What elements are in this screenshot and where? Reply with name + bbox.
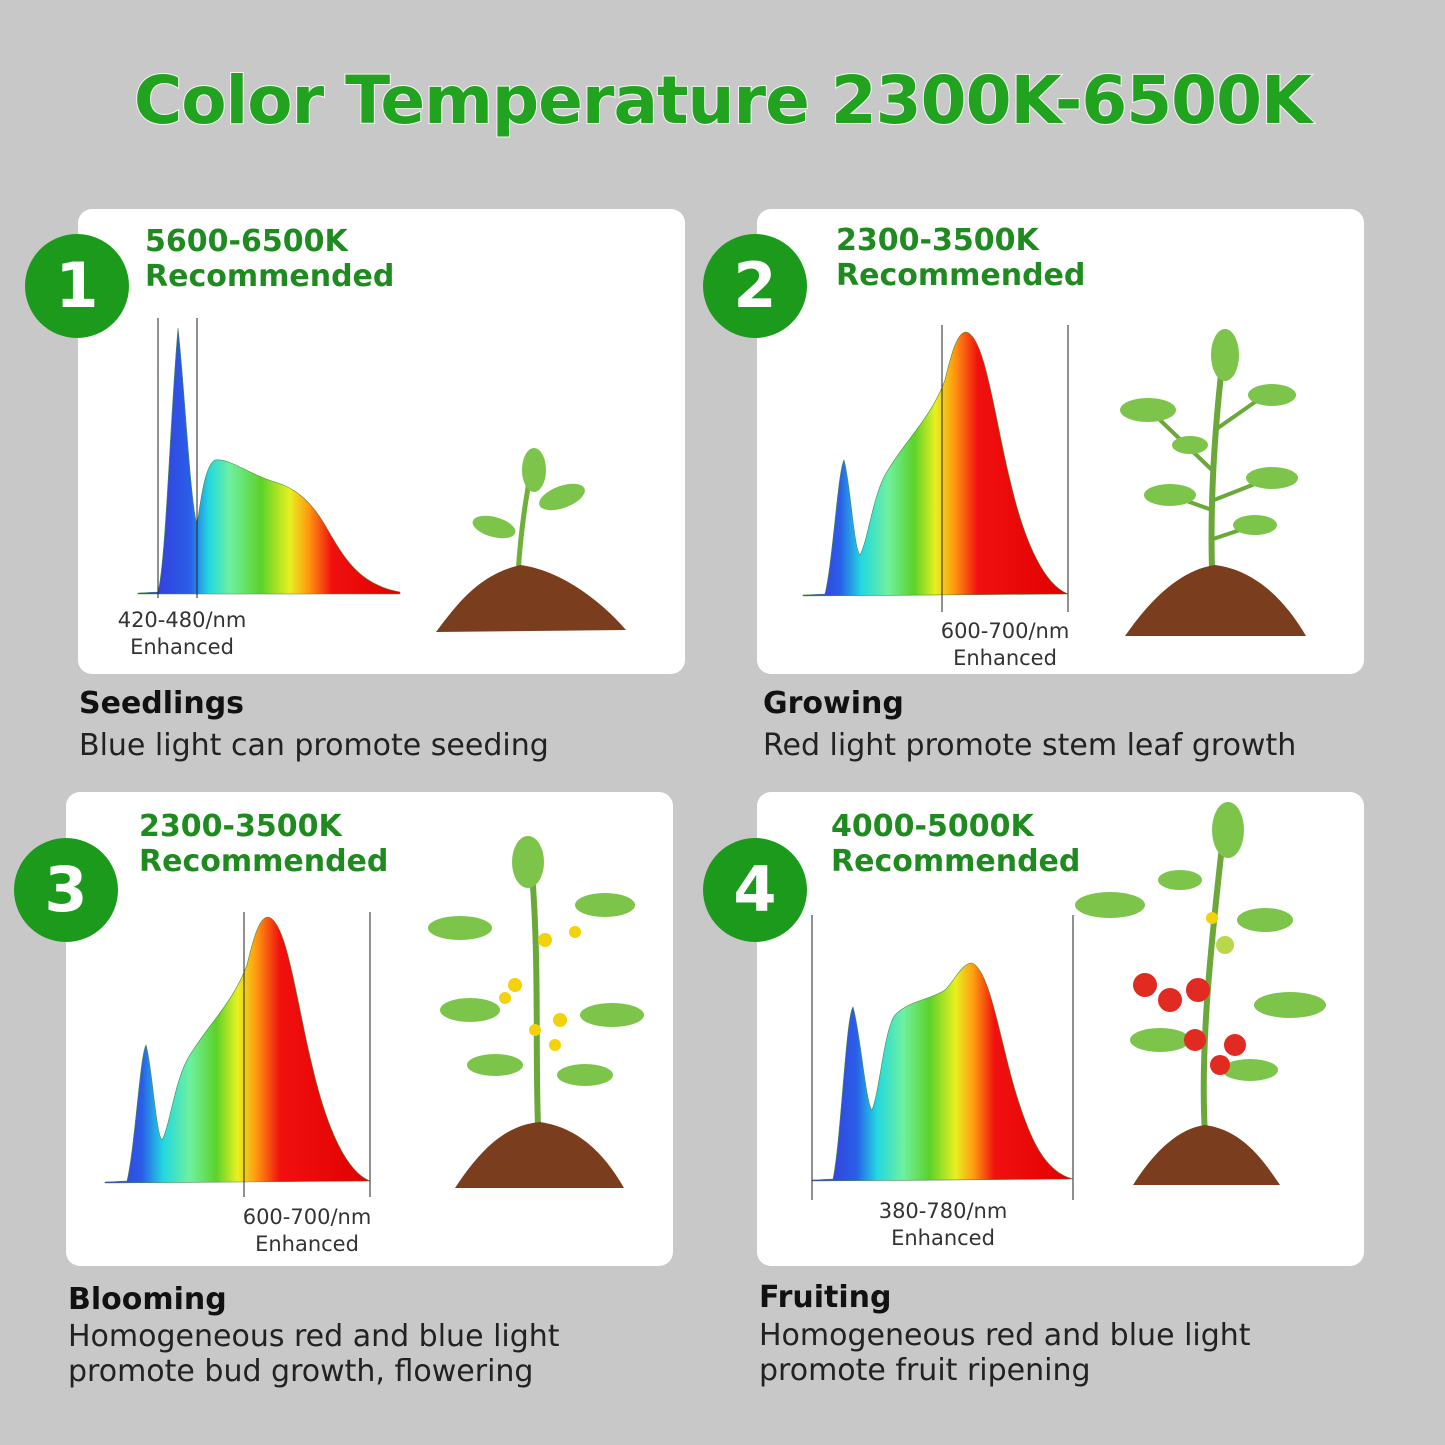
description-line: promote bud growth, flowering	[68, 1354, 534, 1389]
spectrum-curve	[802, 331, 1069, 597]
page-title: Color Temperature 2300K-6500K	[133, 61, 1313, 140]
spectrum-chart-4	[811, 915, 1074, 1200]
band-range: 420-480/nm	[117, 608, 247, 632]
step-badge-2: 2	[703, 234, 807, 338]
stage-title: Fruiting	[759, 1280, 892, 1315]
recommended-label: Recommended	[831, 844, 1081, 879]
description-line: Homogeneous red and blue light	[759, 1318, 1251, 1353]
color-temp: 4000-5000K	[831, 809, 1034, 844]
description-line: Homogeneous red and blue light	[68, 1319, 560, 1354]
spectrum-curve	[104, 916, 371, 1184]
enhanced-label: Enhanced	[130, 635, 234, 659]
step-badge-4: 4	[703, 838, 807, 942]
band-range: 600-700/nm	[940, 619, 1070, 643]
seedling-icon	[436, 448, 626, 632]
stage-description: Blue light can promote seeding	[79, 728, 549, 763]
stage-description: Homogeneous red and blue light promote fr…	[759, 1318, 1251, 1388]
stage-title: Growing	[763, 686, 904, 721]
color-temp: 2300-3500K	[836, 223, 1039, 258]
recommended-label: Recommended	[836, 258, 1086, 293]
panel-fruiting	[757, 792, 1364, 1266]
color-temp-recommendation: 2300-3500K Recommended	[836, 223, 1085, 293]
band-label: 420-480/nm Enhanced	[112, 607, 252, 661]
color-temp-recommendation: 2300-3500K Recommended	[139, 809, 388, 879]
young-plant-icon	[1120, 329, 1306, 636]
step-badge-3: 3	[14, 838, 118, 942]
band-label: 380-780/nm Enhanced	[873, 1198, 1013, 1252]
color-temp: 5600-6500K	[145, 224, 348, 259]
spectrum-curve	[811, 962, 1074, 1182]
stage-title: Blooming	[68, 1282, 227, 1317]
band-range: 380-780/nm	[878, 1199, 1008, 1223]
stage-description: Red light promote stem leaf growth	[763, 728, 1297, 763]
step-badge-1: 1	[25, 234, 129, 338]
recommended-label: Recommended	[139, 844, 389, 879]
spectrum-chart-2	[802, 325, 1069, 612]
spectrum-curve	[137, 327, 401, 595]
enhanced-label: Enhanced	[953, 646, 1057, 670]
tomato-plant-icon	[1075, 802, 1326, 1185]
spectrum-chart-1	[137, 318, 401, 598]
band-label: 600-700/nm Enhanced	[935, 618, 1075, 672]
description-line: promote fruit ripening	[759, 1353, 1091, 1388]
recommended-label: Recommended	[145, 259, 395, 294]
color-temp-recommendation: 4000-5000K Recommended	[831, 809, 1080, 879]
enhanced-label: Enhanced	[891, 1226, 995, 1250]
enhanced-label: Enhanced	[255, 1232, 359, 1256]
color-temp-recommendation: 5600-6500K Recommended	[145, 224, 394, 294]
color-temp: 2300-3500K	[139, 809, 342, 844]
stage-description: Homogeneous red and blue light promote bu…	[68, 1319, 560, 1389]
stage-title: Seedlings	[79, 686, 245, 721]
spectrum-chart-3	[104, 912, 371, 1197]
flowering-plant-icon	[428, 836, 644, 1188]
band-range: 600-700/nm	[242, 1205, 372, 1229]
band-label: 600-700/nm Enhanced	[237, 1204, 377, 1258]
